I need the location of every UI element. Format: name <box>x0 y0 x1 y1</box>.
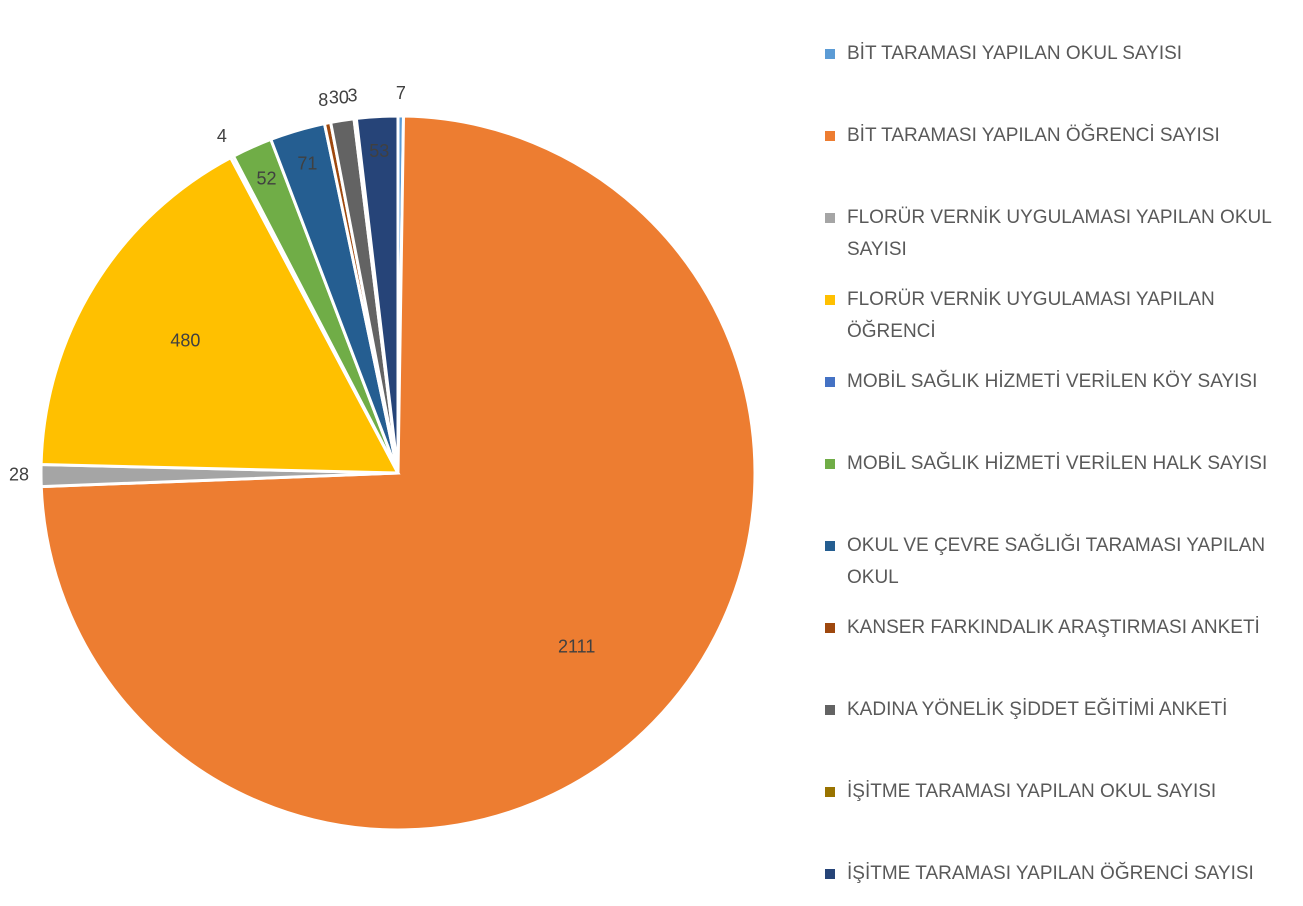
legend-swatch <box>825 869 835 879</box>
legend-label: FLORÜR VERNİK UYGULAMASI YAPILAN ÖĞRENCİ <box>847 289 1215 342</box>
legend-swatch <box>825 787 835 797</box>
legend-label: MOBİL SAĞLIK HİZMETİ VERİLEN KÖY SAYISI <box>847 371 1258 392</box>
data-label: 3 <box>348 85 358 105</box>
legend-label: KADINA YÖNELİK ŞİDDET EĞİTİMİ ANKETİ <box>847 699 1228 720</box>
legend-item: MOBİL SAĞLIK HİZMETİ VERİLEN KÖY SAYISI <box>825 366 1295 448</box>
legend-item: BİT TARAMASI YAPILAN OKUL SAYISI <box>825 38 1295 120</box>
legend-swatch <box>825 623 835 633</box>
legend-swatch <box>825 295 835 305</box>
data-label: 52 <box>257 169 277 189</box>
data-label: 30 <box>329 87 349 107</box>
legend-swatch <box>825 377 835 387</box>
data-label: 71 <box>297 153 317 173</box>
legend-label: İŞİTME TARAMASI YAPILAN ÖĞRENCİ SAYISI <box>847 863 1254 884</box>
legend-label: BİT TARAMASI YAPILAN ÖĞRENCİ SAYISI <box>847 125 1220 146</box>
data-label: 2111 <box>558 636 595 656</box>
legend: BİT TARAMASI YAPILAN OKUL SAYISI BİT TARA… <box>825 38 1295 906</box>
legend-swatch <box>825 131 835 141</box>
data-label: 28 <box>9 464 29 484</box>
legend-label: BİT TARAMASI YAPILAN OKUL SAYISI <box>847 43 1183 64</box>
data-label: 7 <box>396 83 406 103</box>
legend-label: MOBİL SAĞLIK HİZMETİ VERİLEN HALK SAYISI <box>847 453 1268 474</box>
data-label: 480 <box>170 330 200 350</box>
legend-swatch <box>825 213 835 223</box>
legend-swatch <box>825 459 835 469</box>
legend-label: İŞİTME TARAMASI YAPILAN OKUL SAYISI <box>847 781 1217 802</box>
legend-swatch <box>825 49 835 59</box>
legend-label: FLORÜR VERNİK UYGULAMASI YAPILAN OKUL SA… <box>847 207 1272 260</box>
data-label: 53 <box>369 141 389 161</box>
legend-item: BİT TARAMASI YAPILAN ÖĞRENCİ SAYISI <box>825 120 1295 202</box>
legend-swatch <box>825 541 835 551</box>
legend-item: İŞİTME TARAMASI YAPILAN ÖĞRENCİ SAYISI <box>825 858 1295 906</box>
pie-area: 7 2111 28 480 4 52 71 8 303 53 <box>9 83 757 832</box>
pie-slice <box>39 155 401 475</box>
legend-item: FLORÜR VERNİK UYGULAMASI YAPILAN ÖĞRENCİ <box>825 284 1295 366</box>
legend-item: KANSER FARKINDALIK ARAŞTIRMASI ANKETİ <box>825 612 1295 694</box>
data-label: 4 <box>217 126 227 146</box>
legend-label: OKUL VE ÇEVRE SAĞLIĞI TARAMASI YAPILAN O… <box>847 535 1266 588</box>
legend-item: OKUL VE ÇEVRE SAĞLIĞI TARAMASI YAPILAN O… <box>825 530 1295 612</box>
legend-item: İŞİTME TARAMASI YAPILAN OKUL SAYISI <box>825 776 1295 858</box>
legend-item: FLORÜR VERNİK UYGULAMASI YAPILAN OKUL SA… <box>825 202 1295 284</box>
data-label: 8 <box>318 90 328 110</box>
legend-item: MOBİL SAĞLIK HİZMETİ VERİLEN HALK SAYISI <box>825 448 1295 530</box>
legend-swatch <box>825 705 835 715</box>
legend-label: KANSER FARKINDALIK ARAŞTIRMASI ANKETİ <box>847 617 1260 638</box>
pie-slice <box>354 114 400 474</box>
legend-item: KADINA YÖNELİK ŞİDDET EĞİTİMİ ANKETİ <box>825 694 1295 776</box>
